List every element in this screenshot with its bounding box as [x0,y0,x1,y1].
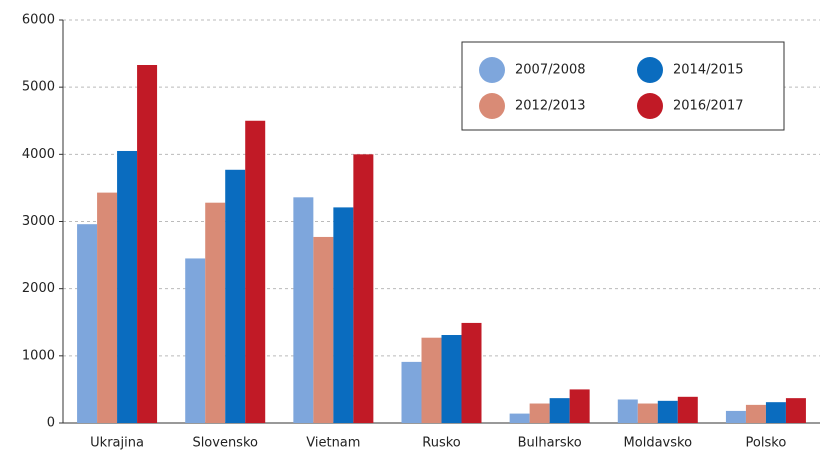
y-tick-label: 4000 [22,147,55,162]
bar [529,403,550,423]
x-tick-label: Ukrajina [90,436,144,451]
bar [657,400,678,423]
bar [353,154,374,424]
legend-marker [637,93,663,119]
bar [569,389,590,423]
x-tick-label: Polsko [746,436,787,451]
y-tick-label: 2000 [22,281,55,296]
bar [225,169,246,423]
legend-box [461,41,785,131]
legend-marker [637,57,663,83]
bar [245,120,266,423]
bar [637,403,658,423]
legend-label: 2012/2013 [515,99,586,114]
y-tick-label: 1000 [22,348,55,363]
bar [745,404,766,423]
bar [617,399,638,423]
bar [765,402,786,423]
legend-label: 2014/2015 [673,63,744,78]
bar [77,224,98,423]
y-tick-label: 6000 [22,13,55,28]
x-tick-label: Rusko [422,436,461,451]
bar [117,150,138,423]
bar [293,197,314,423]
bar [137,65,158,424]
x-tick-label: Bulharsko [518,436,582,451]
bar [725,410,746,423]
x-tick-label: Moldavsko [624,436,693,451]
y-tick-label: 0 [47,416,55,431]
bar [185,258,206,423]
bar [461,322,482,423]
bar [333,207,354,423]
y-tick-label: 5000 [22,80,55,95]
bar [785,398,806,423]
legend-marker [479,93,505,119]
y-tick-label: 3000 [22,214,55,229]
bar [421,337,442,423]
bar [509,413,530,423]
legend-label: 2016/2017 [673,99,744,114]
bar [441,335,462,423]
bar [313,236,334,423]
x-tick-label: Vietnam [306,436,360,451]
bar [401,361,422,423]
bar [677,396,698,423]
bar [549,398,570,423]
bar [97,192,118,423]
legend-label: 2007/2008 [515,63,586,78]
x-tick-label: Slovensko [192,436,258,451]
bar [205,202,226,423]
legend-marker [479,57,505,83]
